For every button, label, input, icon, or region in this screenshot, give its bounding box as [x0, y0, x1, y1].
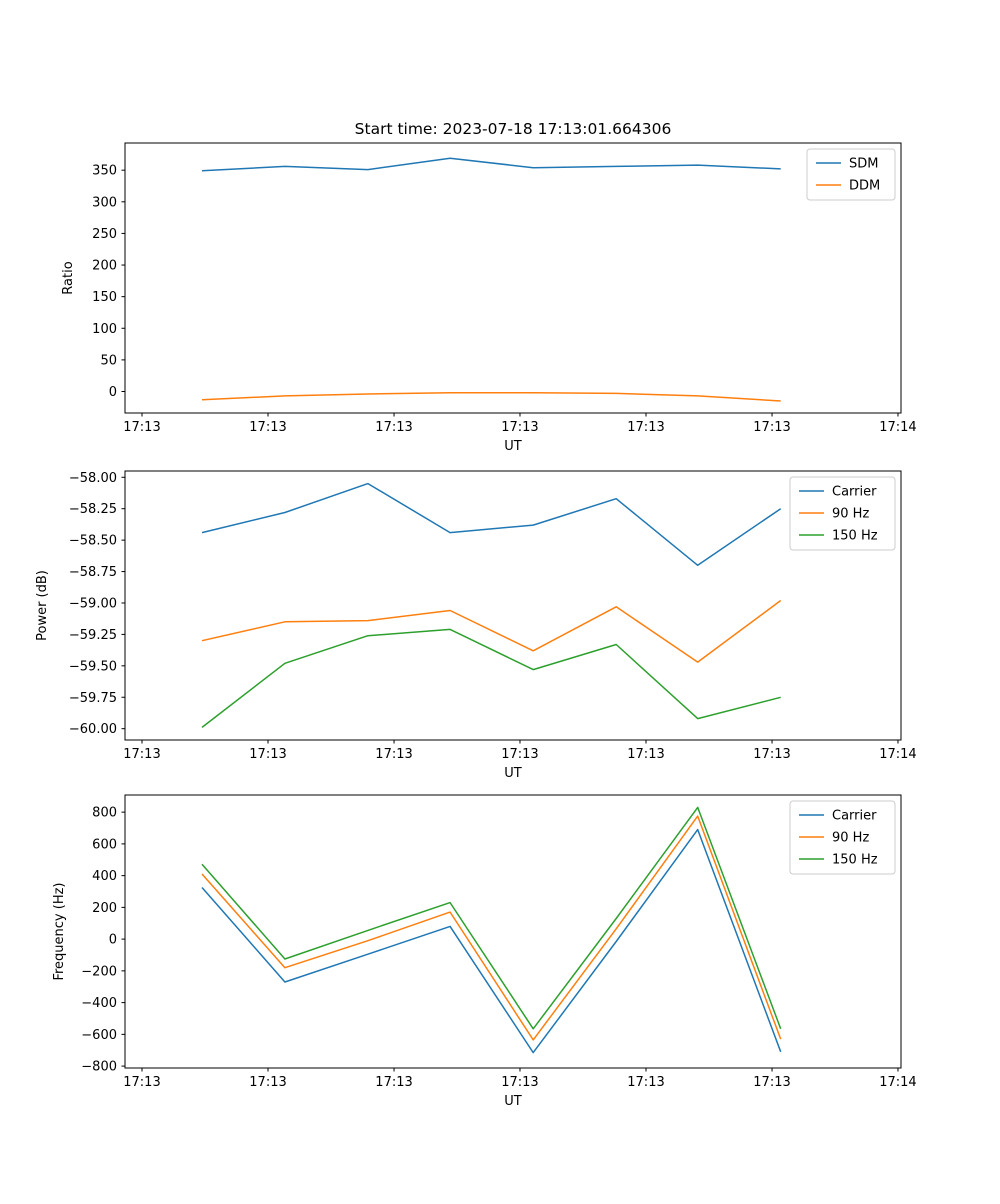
y-tick-label: −59.50 [69, 659, 117, 674]
y-tick-label: −200 [81, 964, 117, 979]
legend: Carrier 90 Hz 150 Hz [789, 476, 896, 551]
y-tick-label: −58.25 [69, 502, 117, 517]
chart-title: Start time: 2023-07-18 17:13:01.664306 [355, 120, 672, 138]
x-tick-label: 17:13 [501, 420, 538, 435]
x-tick-label: 17:13 [123, 420, 160, 435]
legend-box [806, 148, 896, 201]
subplot-1: Start time: 2023-07-18 17:13:01.664306 0 5… [61, 120, 917, 454]
x-tick-label: 17:13 [627, 420, 664, 435]
x-tick-label: 17:14 [879, 420, 916, 435]
legend-box [789, 800, 896, 875]
axes-frame [124, 142, 902, 414]
y-tick-label: 200 [92, 901, 117, 916]
y-tick-label: −400 [81, 996, 117, 1011]
x-tick-label: 17:14 [879, 747, 916, 762]
x-tick-label: 17:13 [375, 420, 412, 435]
y-axis-label: Ratio [61, 261, 76, 294]
line-series-carrier [201, 828, 782, 1054]
y-axis-label: Power (dB) [35, 570, 50, 641]
x-tick-label: 17:14 [879, 1075, 916, 1090]
x-tick-label: 17:13 [375, 1075, 412, 1090]
y-tick-label: 200 [92, 259, 117, 274]
y-tick-label: 300 [92, 195, 117, 210]
y-tick-label: −60.00 [69, 722, 117, 737]
y-tick-label: −58.75 [69, 565, 117, 580]
x-tick-label: 17:13 [753, 747, 790, 762]
legend: Carrier 90 Hz 150 Hz [789, 800, 896, 875]
x-tick-label: 17:13 [753, 420, 790, 435]
legend-label: 150 Hz [832, 529, 878, 544]
y-tick-label: 0 [109, 933, 117, 948]
line-series-90-hz [201, 599, 782, 663]
legend-label: 90 Hz [832, 507, 869, 522]
axes-frame [124, 794, 902, 1069]
line-series-carrier [201, 482, 782, 567]
y-tick-label: −59.25 [69, 628, 117, 643]
axes-frame [124, 470, 902, 741]
y-tick-label: −59.00 [69, 596, 117, 611]
x-tick-label: 17:13 [627, 747, 664, 762]
x-tick-label: 17:13 [249, 747, 286, 762]
x-axis-label: UT [504, 1094, 522, 1109]
line-series-150-hz [201, 806, 782, 1030]
x-tick-label: 17:13 [501, 1075, 538, 1090]
y-tick-label: 350 [92, 164, 117, 179]
x-tick-label: 17:13 [501, 747, 538, 762]
x-axis-label: UT [504, 439, 522, 454]
y-tick-label: 400 [92, 869, 117, 884]
y-tick-label: 100 [92, 322, 117, 337]
y-tick-label: −59.75 [69, 691, 117, 706]
x-tick-label: 17:13 [123, 1075, 160, 1090]
legend-label: Carrier [832, 485, 877, 500]
x-tick-label: 17:13 [249, 420, 286, 435]
x-tick-label: 17:13 [753, 1075, 790, 1090]
x-tick-label: 17:13 [123, 747, 160, 762]
line-series-sdm [201, 157, 781, 172]
y-tick-label: 150 [92, 290, 117, 305]
y-tick-label: −58.00 [69, 471, 117, 486]
legend-box [789, 476, 896, 551]
line-series-150-hz [201, 628, 781, 728]
y-tick-label: 600 [92, 837, 117, 852]
x-tick-label: 17:13 [375, 747, 412, 762]
x-tick-label: 17:13 [627, 1075, 664, 1090]
y-tick-label: −800 [81, 1060, 117, 1075]
y-tick-label: 250 [92, 227, 117, 242]
line-series-ddm [201, 392, 781, 402]
y-tick-label: 50 [100, 353, 117, 368]
y-tick-label: −600 [81, 1028, 117, 1043]
y-axis-label: Frequency (Hz) [52, 882, 67, 980]
legend-label: SDM [849, 157, 878, 172]
x-axis-label: UT [504, 766, 522, 781]
legend-label: 150 Hz [832, 853, 878, 868]
x-tick-label: 17:13 [249, 1075, 286, 1090]
legend: SDM DDM [806, 148, 896, 201]
subplot-3: 800 600 400 200 0 −200 −400 −600 −800 17:13 17:13 1… [52, 794, 917, 1109]
legend-label: 90 Hz [832, 831, 869, 846]
line-series-90-hz [201, 815, 782, 1041]
y-tick-label: 0 [109, 385, 117, 400]
y-tick-label: −58.50 [69, 534, 117, 549]
subplot-2: −58.00 −58.25 −58.50 −58.75 −59.00 −59.25 −59.… [35, 470, 917, 781]
y-tick-label: 800 [92, 806, 117, 821]
legend-label: DDM [849, 179, 880, 194]
legend-label: Carrier [832, 809, 877, 824]
